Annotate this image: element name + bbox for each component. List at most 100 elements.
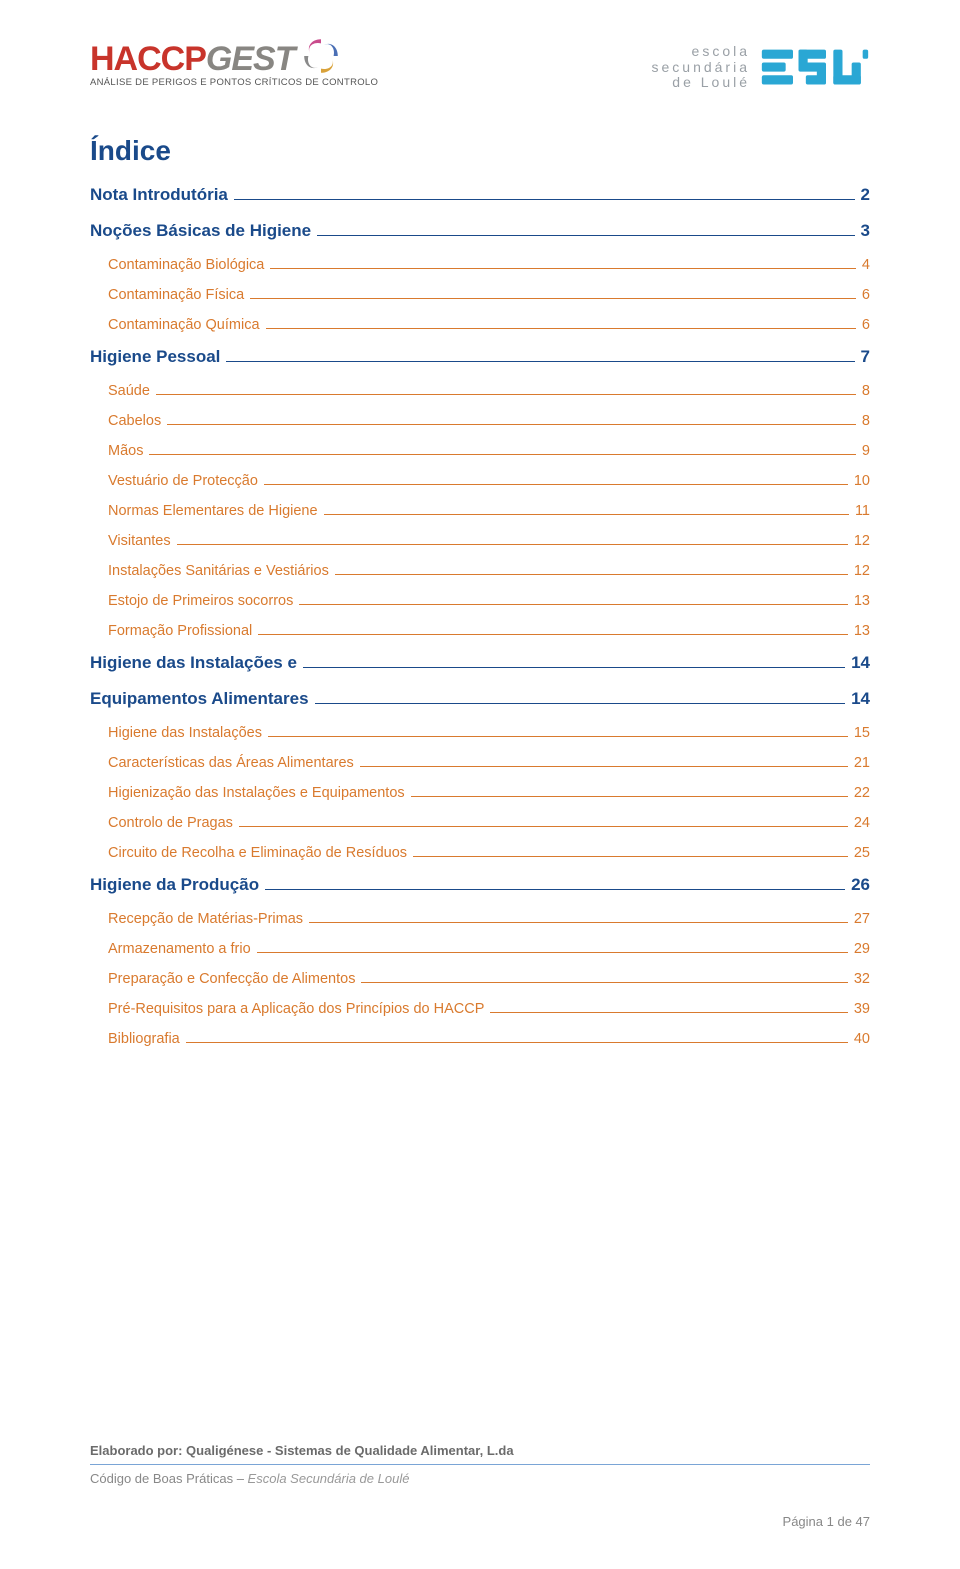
page-footer: Elaborado por: Qualigénese - Sistemas de… — [90, 1443, 870, 1529]
page-title: Índice — [90, 135, 870, 167]
toc-entry-label: Visitantes — [108, 533, 171, 549]
toc-leader-line — [335, 574, 848, 575]
toc-leader-line — [360, 766, 848, 767]
toc-entry-label: Vestuário de Protecção — [108, 473, 258, 489]
toc-entry-label: Higiene Pessoal — [90, 347, 220, 367]
toc-entry-label: Higiene das Instalações — [108, 725, 262, 741]
logo-haccpgest: HACCPGEST ANÁLISE DE PERIGOS E PONTOS CR… — [90, 40, 378, 88]
toc-leader-line — [490, 1012, 847, 1013]
toc-entry-label: Formação Profissional — [108, 623, 252, 639]
toc-entry-label: Características das Áreas Alimentares — [108, 755, 354, 771]
toc-leader-line — [303, 667, 845, 668]
toc-leader-line — [167, 424, 856, 425]
toc-entry[interactable]: Higiene Pessoal 7 — [90, 347, 870, 367]
brand-haccp: HACCP — [90, 40, 206, 78]
toc-entry-page: 32 — [854, 971, 870, 987]
toc-entry-label: Saúde — [108, 383, 150, 399]
toc-entry[interactable]: Armazenamento a frio29 — [90, 941, 870, 957]
toc-entry[interactable]: Contaminação Química6 — [90, 317, 870, 333]
toc-entry-page: 27 — [854, 911, 870, 927]
toc-entry-label: Controlo de Pragas — [108, 815, 233, 831]
toc-entry[interactable]: Mãos9 — [90, 443, 870, 459]
toc-leader-line — [257, 952, 848, 953]
table-of-contents: Nota Introdutória 2 Noções Básicas de Higi… — [90, 185, 870, 1061]
esl-logo-icon — [760, 40, 870, 95]
toc-entry-label: Pré-Requisitos para a Aplicação dos Prin… — [108, 1001, 484, 1017]
toc-entry-page: 22 — [854, 785, 870, 801]
toc-entry[interactable]: Visitantes 12 — [90, 533, 870, 549]
toc-entry-page: 12 — [854, 533, 870, 549]
toc-entry[interactable]: Características das Áreas Alimentares 21 — [90, 755, 870, 771]
toc-entry-page: 21 — [854, 755, 870, 771]
toc-entry-page: 40 — [854, 1031, 870, 1047]
toc-entry-page: 15 — [854, 725, 870, 741]
toc-entry-page: 6 — [862, 287, 870, 303]
toc-entry[interactable]: Instalações Sanitárias e Vestiários12 — [90, 563, 870, 579]
toc-entry[interactable]: Higiene das Instalações 15 — [90, 725, 870, 741]
haccp-swirl-icon — [300, 35, 342, 77]
toc-entry-page: 11 — [855, 503, 870, 519]
toc-entry[interactable]: Contaminação Biológica4 — [90, 257, 870, 273]
header-logos: HACCPGEST ANÁLISE DE PERIGOS E PONTOS CR… — [90, 40, 870, 95]
toc-entry[interactable]: Higiene da Produção 26 — [90, 875, 870, 895]
brand-tagline: ANÁLISE DE PERIGOS E PONTOS CRÍTICOS DE … — [90, 77, 378, 88]
toc-entry[interactable]: Saúde8 — [90, 383, 870, 399]
toc-entry[interactable]: Cabelos8 — [90, 413, 870, 429]
toc-entry-label: Noções Básicas de Higiene — [90, 221, 311, 241]
toc-entry[interactable]: Equipamentos Alimentares14 — [90, 689, 870, 709]
toc-entry[interactable]: Pré-Requisitos para a Aplicação dos Prin… — [90, 1001, 870, 1017]
toc-leader-line — [317, 235, 854, 236]
toc-entry-page: 7 — [861, 347, 870, 367]
toc-entry-page: 10 — [854, 473, 870, 489]
toc-entry-page: 24 — [854, 815, 870, 831]
brand-gest: GEST — [206, 40, 295, 78]
toc-entry[interactable]: Nota Introdutória 2 — [90, 185, 870, 205]
toc-leader-line — [315, 703, 846, 704]
toc-entry[interactable]: Formação Profissional13 — [90, 623, 870, 639]
toc-entry[interactable]: Contaminação Física 6 — [90, 287, 870, 303]
toc-entry[interactable]: Preparação e Confecção de Alimentos 32 — [90, 971, 870, 987]
toc-entry-page: 2 — [861, 185, 870, 205]
toc-entry-label: Contaminação Física — [108, 287, 244, 303]
toc-leader-line — [361, 982, 847, 983]
toc-entry-page: 26 — [851, 875, 870, 895]
toc-entry[interactable]: Recepção de Matérias-Primas27 — [90, 911, 870, 927]
toc-entry-label: Armazenamento a frio — [108, 941, 251, 957]
toc-entry-label: Preparação e Confecção de Alimentos — [108, 971, 355, 987]
toc-entry[interactable]: Higienização das Instalações e Equipamen… — [90, 785, 870, 801]
toc-entry[interactable]: Noções Básicas de Higiene 3 — [90, 221, 870, 241]
toc-leader-line — [149, 454, 855, 455]
toc-entry-page: 8 — [862, 413, 870, 429]
toc-entry-page: 13 — [854, 593, 870, 609]
toc-entry[interactable]: Bibliografia 40 — [90, 1031, 870, 1047]
toc-leader-line — [177, 544, 848, 545]
logo-escola: escola secundária de Loulé — [652, 40, 871, 95]
toc-entry[interactable]: Controlo de Pragas 24 — [90, 815, 870, 831]
toc-entry[interactable]: Vestuário de Protecção 10 — [90, 473, 870, 489]
toc-entry-page: 25 — [854, 845, 870, 861]
escola-line3: de Loulé — [652, 75, 751, 90]
toc-entry-label: Normas Elementares de Higiene — [108, 503, 318, 519]
toc-entry-page: 6 — [862, 317, 870, 333]
toc-leader-line — [299, 604, 848, 605]
escola-line1: escola — [652, 44, 751, 59]
toc-entry-page: 3 — [861, 221, 870, 241]
toc-entry-label: Bibliografia — [108, 1031, 180, 1047]
toc-leader-line — [156, 394, 856, 395]
toc-leader-line — [226, 361, 854, 362]
toc-entry[interactable]: Higiene das Instalações e14 — [90, 653, 870, 673]
toc-entry[interactable]: Estojo de Primeiros socorros13 — [90, 593, 870, 609]
toc-entry[interactable]: Normas Elementares de Higiene 11 — [90, 503, 870, 519]
toc-entry-page: 14 — [851, 653, 870, 673]
footer-page-number: Página 1 de 47 — [90, 1514, 870, 1529]
toc-leader-line — [250, 298, 856, 299]
escola-text: escola secundária de Loulé — [652, 44, 751, 90]
toc-entry-label: Contaminação Biológica — [108, 257, 264, 273]
toc-entry-page: 14 — [851, 689, 870, 709]
footer-document-name: Código de Boas Práticas – Escola Secundá… — [90, 1471, 870, 1486]
toc-entry-label: Higiene da Produção — [90, 875, 259, 895]
toc-leader-line — [324, 514, 849, 515]
toc-entry-label: Instalações Sanitárias e Vestiários — [108, 563, 329, 579]
toc-entry[interactable]: Circuito de Recolha e Eliminação de Resí… — [90, 845, 870, 861]
toc-entry-label: Nota Introdutória — [90, 185, 228, 205]
